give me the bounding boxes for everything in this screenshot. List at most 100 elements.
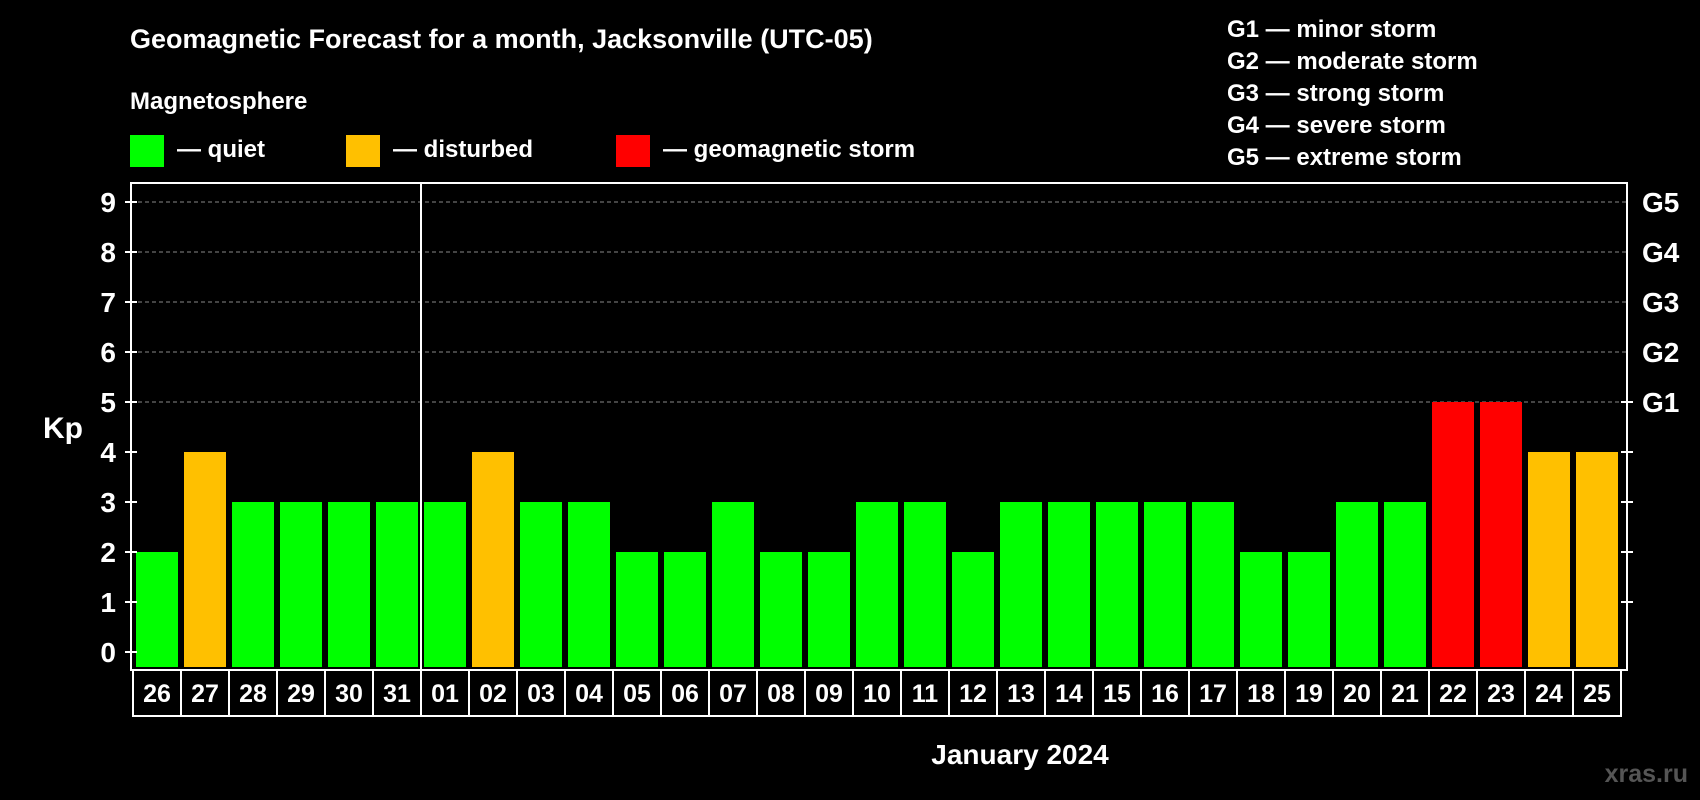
date-label-18: 18 [1247, 680, 1275, 708]
bar-20 [1336, 502, 1378, 667]
bar-12 [952, 552, 994, 667]
y-tick-label-8: 8 [100, 237, 116, 268]
bar-13 [1000, 502, 1042, 667]
date-label-27: 27 [191, 680, 219, 708]
chart-title: Geomagnetic Forecast for a month, Jackso… [130, 24, 873, 54]
date-label-30: 30 [335, 680, 363, 708]
right-axis-label-g2: G2 [1642, 337, 1679, 368]
bar-26 [136, 552, 178, 667]
bar-17 [1192, 502, 1234, 667]
legend-swatch-quiet [130, 135, 164, 167]
date-label-22: 22 [1439, 680, 1467, 708]
bar-04 [568, 502, 610, 667]
date-label-04: 04 [575, 680, 603, 708]
date-label-29: 29 [287, 680, 315, 708]
bar-05 [616, 552, 658, 667]
date-label-11: 11 [912, 680, 939, 708]
bar-27 [184, 452, 226, 667]
y-tick-label-2: 2 [100, 537, 116, 568]
date-label-01: 01 [431, 680, 459, 708]
x-axis-dates: 26 27 28 29 30 31 01 02 03 04 05 06 07 08 09 10 11 12 13 14… [132, 669, 1622, 717]
bar-18 [1240, 552, 1282, 667]
bar-14 [1048, 502, 1090, 667]
legend-swatch-disturbed [346, 135, 380, 167]
date-label-23: 23 [1487, 680, 1515, 708]
y-tick-label-0: 0 [100, 637, 116, 668]
right-axis-label-g5: G5 [1642, 187, 1679, 218]
bar-23 [1480, 402, 1522, 667]
storm-scale-g4: G4 — severe storm [1227, 112, 1446, 139]
bar-28 [232, 502, 274, 667]
legend: — quiet — disturbed — geomagnetic storm [130, 135, 915, 167]
bar-08 [760, 552, 802, 667]
bar-01 [424, 502, 466, 667]
storm-scale-g2: G2 — moderate storm [1227, 48, 1478, 75]
bar-10 [856, 502, 898, 667]
bar-11 [904, 502, 946, 667]
date-cell-25 [1572, 669, 1622, 717]
date-label-08: 08 [767, 680, 795, 708]
storm-scale-list: G1 — minor storm G2 — moderate storm G3 … [1227, 16, 1478, 171]
date-label-19: 19 [1295, 680, 1323, 708]
storm-scale-g3: G3 — strong storm [1227, 80, 1444, 107]
storm-scale-g5: G5 — extreme storm [1227, 144, 1462, 171]
x-axis-label: January 2024 [931, 739, 1109, 770]
date-label-15: 15 [1103, 680, 1131, 708]
bar-25 [1576, 452, 1618, 667]
date-label-20: 20 [1343, 680, 1371, 708]
y-tick-label-3: 3 [100, 487, 116, 518]
bar-31 [376, 502, 418, 667]
right-axis-label-g1: G1 [1642, 387, 1679, 418]
legend-swatch-storm [616, 135, 650, 167]
date-label-21: 21 [1391, 680, 1419, 708]
bar-06 [664, 552, 706, 667]
storm-scale-g1: G1 — minor storm [1227, 16, 1436, 43]
y-tick-label-5: 5 [100, 387, 116, 418]
grid-lines [131, 201, 1627, 403]
bar-09 [808, 552, 850, 667]
y-tick-label-9: 9 [100, 187, 116, 218]
date-label-02: 02 [479, 680, 507, 708]
y-tick-label-6: 6 [100, 337, 116, 368]
date-label-10: 10 [863, 680, 891, 708]
date-label-13: 13 [1007, 680, 1035, 708]
date-label-09: 09 [815, 680, 843, 708]
date-label-05: 05 [623, 680, 651, 708]
date-label-12: 12 [959, 680, 987, 708]
date-label-17: 17 [1199, 680, 1227, 708]
legend-heading: Magnetosphere [130, 88, 307, 115]
bar-21 [1384, 502, 1426, 667]
y-axis-label: Kp [43, 412, 83, 445]
bar-03 [520, 502, 562, 667]
bar-22 [1432, 402, 1474, 667]
y-tick-label-7: 7 [100, 287, 116, 318]
bar-29 [280, 502, 322, 667]
date-label-31: 31 [383, 680, 411, 708]
y-axis-left: 0 1 2 3 4 5 6 7 8 9 [100, 187, 137, 668]
y-axis-right-storm-levels: G1 G2 G3 G4 G5 [1621, 187, 1680, 603]
legend-label-storm: — geomagnetic storm [663, 136, 915, 163]
date-label-06: 06 [671, 680, 699, 708]
date-label-24: 24 [1535, 680, 1563, 708]
legend-label-disturbed: — disturbed [393, 136, 533, 163]
bar-30 [328, 502, 370, 667]
date-label-07: 07 [719, 680, 747, 708]
bar-07 [712, 502, 754, 667]
date-label-28: 28 [239, 680, 267, 708]
bar-16 [1144, 502, 1186, 667]
watermark: xras.ru [1605, 760, 1688, 788]
y-tick-label-4: 4 [100, 437, 116, 468]
bar-24 [1528, 452, 1570, 667]
bar-19 [1288, 552, 1330, 667]
bar-15 [1096, 502, 1138, 667]
right-axis-label-g3: G3 [1642, 287, 1679, 318]
right-axis-label-g4: G4 [1642, 237, 1680, 268]
date-label-03: 03 [527, 680, 555, 708]
date-label-16: 16 [1151, 680, 1179, 708]
date-label-14: 14 [1055, 680, 1083, 708]
legend-label-quiet: — quiet [177, 136, 265, 163]
y-tick-label-1: 1 [100, 587, 116, 618]
date-label-25: 25 [1583, 680, 1611, 708]
bars [136, 402, 1618, 667]
